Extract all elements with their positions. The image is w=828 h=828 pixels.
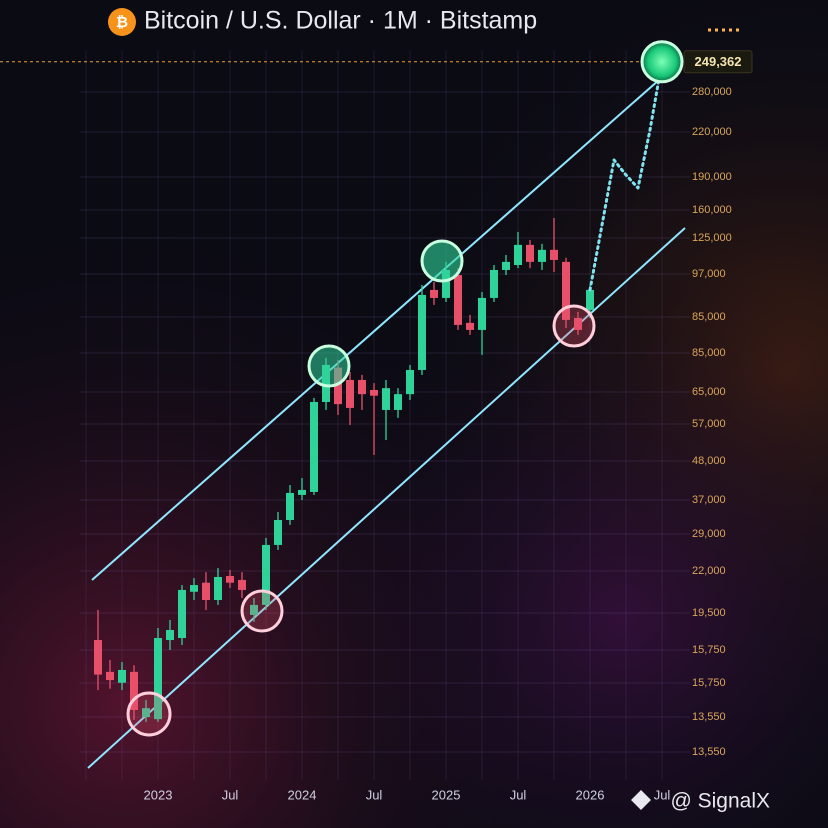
x-tick-label: Jul [366,787,383,802]
y-tick-label: 37,000 [692,494,726,506]
candle-body [202,582,210,600]
candle-body [502,261,510,270]
candle-body [130,671,138,710]
candle-body [394,394,402,410]
candle-body [262,544,270,605]
x-tick-label: Jul [222,787,239,802]
y-tick-label: 48,000 [692,455,726,467]
target-label: 249,362 [695,54,742,69]
candle-body [430,289,438,298]
candle-body [94,640,102,675]
watermark-logo [631,790,651,810]
resistance-touch [307,344,351,388]
highlights [126,239,596,737]
candle-body [250,604,258,615]
candle-body [190,585,198,592]
target-label-box [683,50,753,74]
projection-line [588,60,664,292]
support-touch [240,589,284,633]
watermark: @ SignalX [670,790,770,813]
candle-body [418,294,426,370]
y-tick-label: 15,750 [692,644,726,656]
candle-body [478,297,486,330]
y-tick-label: 13,550 [692,746,726,758]
candle-body [514,244,522,266]
candle-body [382,388,390,410]
y-tick-label: 65,000 [692,386,726,398]
y-tick-label: 19,500 [692,607,726,619]
bitcoin-icon [108,8,136,36]
candle-body [226,575,234,583]
support-touch [126,691,172,737]
y-tick-label: 125,000 [692,232,732,244]
candle-body [154,638,162,720]
y-tick-label: 85,000 [692,311,726,323]
candle-body [574,317,582,330]
candle-body [334,367,342,405]
candle-body [274,519,282,545]
support-touch [552,304,596,348]
candle-body [538,249,546,262]
candles [94,217,594,722]
resistance-touch [420,239,464,283]
x-tick-label: 2024 [288,787,317,802]
candle-body [370,389,378,396]
x-tick-label: Jul [654,787,671,802]
candle-body [358,379,366,395]
candle-body [442,269,450,298]
candle-body [406,369,414,395]
candle-body [310,401,318,492]
x-tick-label: Jul [510,787,527,802]
y-tick-label: 97,000 [692,268,726,280]
y-tick-label: 190,000 [692,171,732,183]
candle-body [466,322,474,330]
y-tick-label: 160,000 [692,204,732,216]
bitcoin-icon-glyph: ₿ [116,14,128,31]
candle-body [490,269,498,298]
candle-body [118,669,126,683]
x-tick-label: 2025 [432,787,461,802]
grid [80,50,690,780]
y-tick-label: 13,550 [692,711,726,723]
x-tick-label: 2026 [576,787,605,802]
channel-upper [91,71,669,581]
y-tick-label: 29,000 [692,528,726,540]
candle-body [526,244,534,262]
candle-body [454,275,462,325]
candle-body [142,708,150,718]
y-tick-label: 280,000 [692,86,732,98]
y-tick-label: 57,000 [692,418,726,430]
channel-lower [87,227,686,769]
candle-body [298,489,306,495]
candle-body [166,629,174,641]
candle-body [550,249,558,260]
candle-body [214,577,222,600]
candle-body [586,289,594,310]
candle-body [562,261,570,320]
target-marker [640,40,684,84]
y-tick-label: 22,000 [692,565,726,577]
y-tick-label: 15,750 [692,677,726,689]
candle-body [346,379,354,408]
chart-title: Bitcoin / U.S. Dollar · 1M · Bitstamp [144,7,537,35]
y-tick-label: 220,000 [692,126,732,138]
candle-body [286,492,294,520]
candle-body [106,671,114,681]
x-tick-label: 2023 [144,787,173,802]
y-tick-label: 85,000 [692,347,726,359]
candle-body [178,589,186,639]
candle-body [238,579,246,590]
